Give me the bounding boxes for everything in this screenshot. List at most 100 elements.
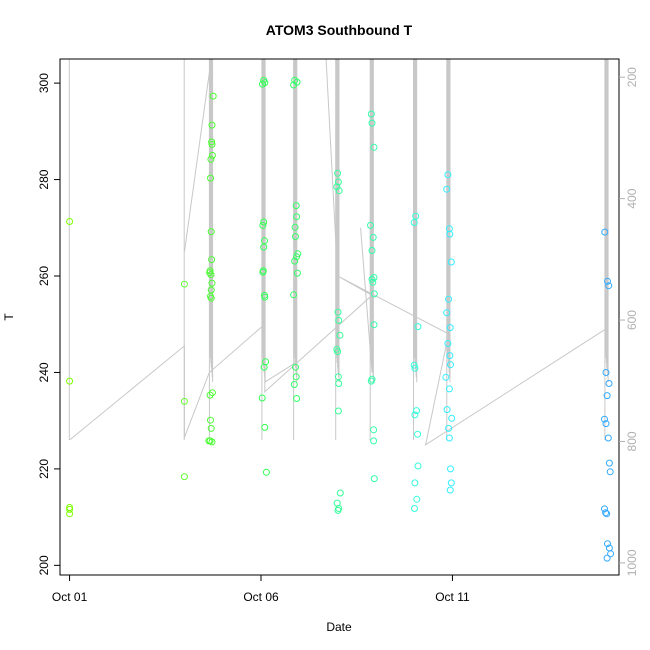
- data-point: [334, 169, 342, 177]
- data-point: [293, 213, 301, 221]
- data-point: [445, 424, 453, 432]
- data-point: [602, 509, 610, 517]
- data-point: [262, 468, 270, 476]
- data-point: [444, 171, 452, 179]
- data-point: [180, 397, 188, 405]
- data-point: [335, 380, 343, 387]
- x-tick-label: Oct 06: [243, 590, 279, 604]
- data-point: [368, 247, 376, 254]
- y2-tick-label: 400: [625, 188, 639, 208]
- y-tick-label: 260: [37, 266, 51, 286]
- data-point: [370, 290, 378, 298]
- y2-tick-label: 600: [625, 310, 639, 330]
- data-point: [448, 414, 456, 422]
- data-point: [206, 391, 214, 399]
- data-point: [261, 423, 269, 431]
- y-tick-label: 280: [37, 169, 51, 189]
- data-point: [367, 221, 374, 229]
- data-point: [605, 380, 613, 387]
- data-point: [370, 274, 378, 281]
- x-tick-label: Oct 01: [52, 590, 88, 604]
- chart-title: ATOM3 Southbound T: [266, 22, 413, 38]
- data-points: [66, 76, 615, 562]
- data-point: [66, 377, 74, 385]
- data-point: [334, 407, 342, 415]
- data-point: [208, 279, 216, 287]
- data-point: [292, 202, 300, 210]
- profile-lines: [68, 58, 609, 446]
- data-point: [447, 479, 455, 487]
- data-point: [603, 392, 611, 400]
- data-point: [601, 228, 609, 236]
- data-point: [334, 308, 342, 316]
- data-point: [414, 462, 422, 470]
- data-point: [207, 424, 215, 432]
- data-point: [209, 92, 217, 100]
- data-point: [260, 363, 268, 371]
- data-point: [602, 369, 610, 376]
- data-point: [445, 385, 453, 393]
- data-point: [603, 510, 611, 518]
- data-point: [370, 321, 378, 329]
- data-point: [414, 430, 422, 438]
- x-tick-label: Oct 11: [435, 590, 470, 604]
- data-point: [207, 174, 214, 182]
- y-axis: 200 220 240 260 280 300: [37, 73, 60, 575]
- x-axis-label: Date: [326, 620, 352, 634]
- data-point: [180, 473, 188, 481]
- data-point: [258, 394, 266, 402]
- data-point: [602, 420, 610, 428]
- data-point: [292, 233, 299, 240]
- data-point: [66, 510, 74, 518]
- profile-trace-line: [183, 58, 212, 252]
- data-point: [442, 373, 450, 381]
- data-point: [334, 178, 342, 186]
- data-point: [443, 309, 451, 317]
- data-point: [411, 364, 419, 372]
- y-tick-label: 240: [37, 362, 51, 382]
- data-point: [260, 243, 268, 251]
- x-axis: Oct 01 Oct 06 Oct 11: [52, 574, 470, 604]
- data-point: [603, 554, 611, 562]
- data-point: [368, 119, 376, 127]
- y-tick-label: 300: [37, 73, 51, 93]
- y-tick-label: 220: [37, 459, 51, 479]
- data-point: [443, 185, 451, 193]
- data-point: [334, 373, 342, 381]
- data-point: [207, 228, 215, 236]
- data-point: [207, 271, 215, 279]
- data-point: [292, 373, 300, 381]
- profile-trace-line: [325, 58, 339, 277]
- data-point: [446, 352, 454, 360]
- data-point: [445, 434, 453, 442]
- data-point: [413, 495, 421, 503]
- data-point: [180, 280, 188, 288]
- data-point: [443, 406, 451, 414]
- data-point: [290, 381, 298, 388]
- data-point: [66, 505, 74, 513]
- data-point: [291, 76, 299, 84]
- data-point: [207, 294, 215, 302]
- y2-tick-label: 1000: [625, 549, 639, 576]
- data-point: [293, 395, 301, 402]
- data-point: [208, 140, 216, 148]
- data-point: [607, 550, 615, 558]
- data-point: [208, 151, 216, 159]
- data-point: [446, 486, 454, 494]
- data-point: [370, 437, 378, 445]
- data-point: [367, 110, 375, 118]
- data-point: [260, 218, 268, 226]
- y2-tick-label: 800: [625, 431, 639, 451]
- data-point: [259, 221, 267, 229]
- data-point: [293, 253, 301, 261]
- data-point: [261, 293, 269, 301]
- data-point: [292, 363, 299, 371]
- data-point: [207, 155, 215, 163]
- data-point: [605, 282, 613, 290]
- data-point: [208, 121, 216, 129]
- data-point: [447, 465, 454, 473]
- data-point: [293, 269, 301, 277]
- data-point: [411, 479, 419, 487]
- data-point: [445, 225, 453, 233]
